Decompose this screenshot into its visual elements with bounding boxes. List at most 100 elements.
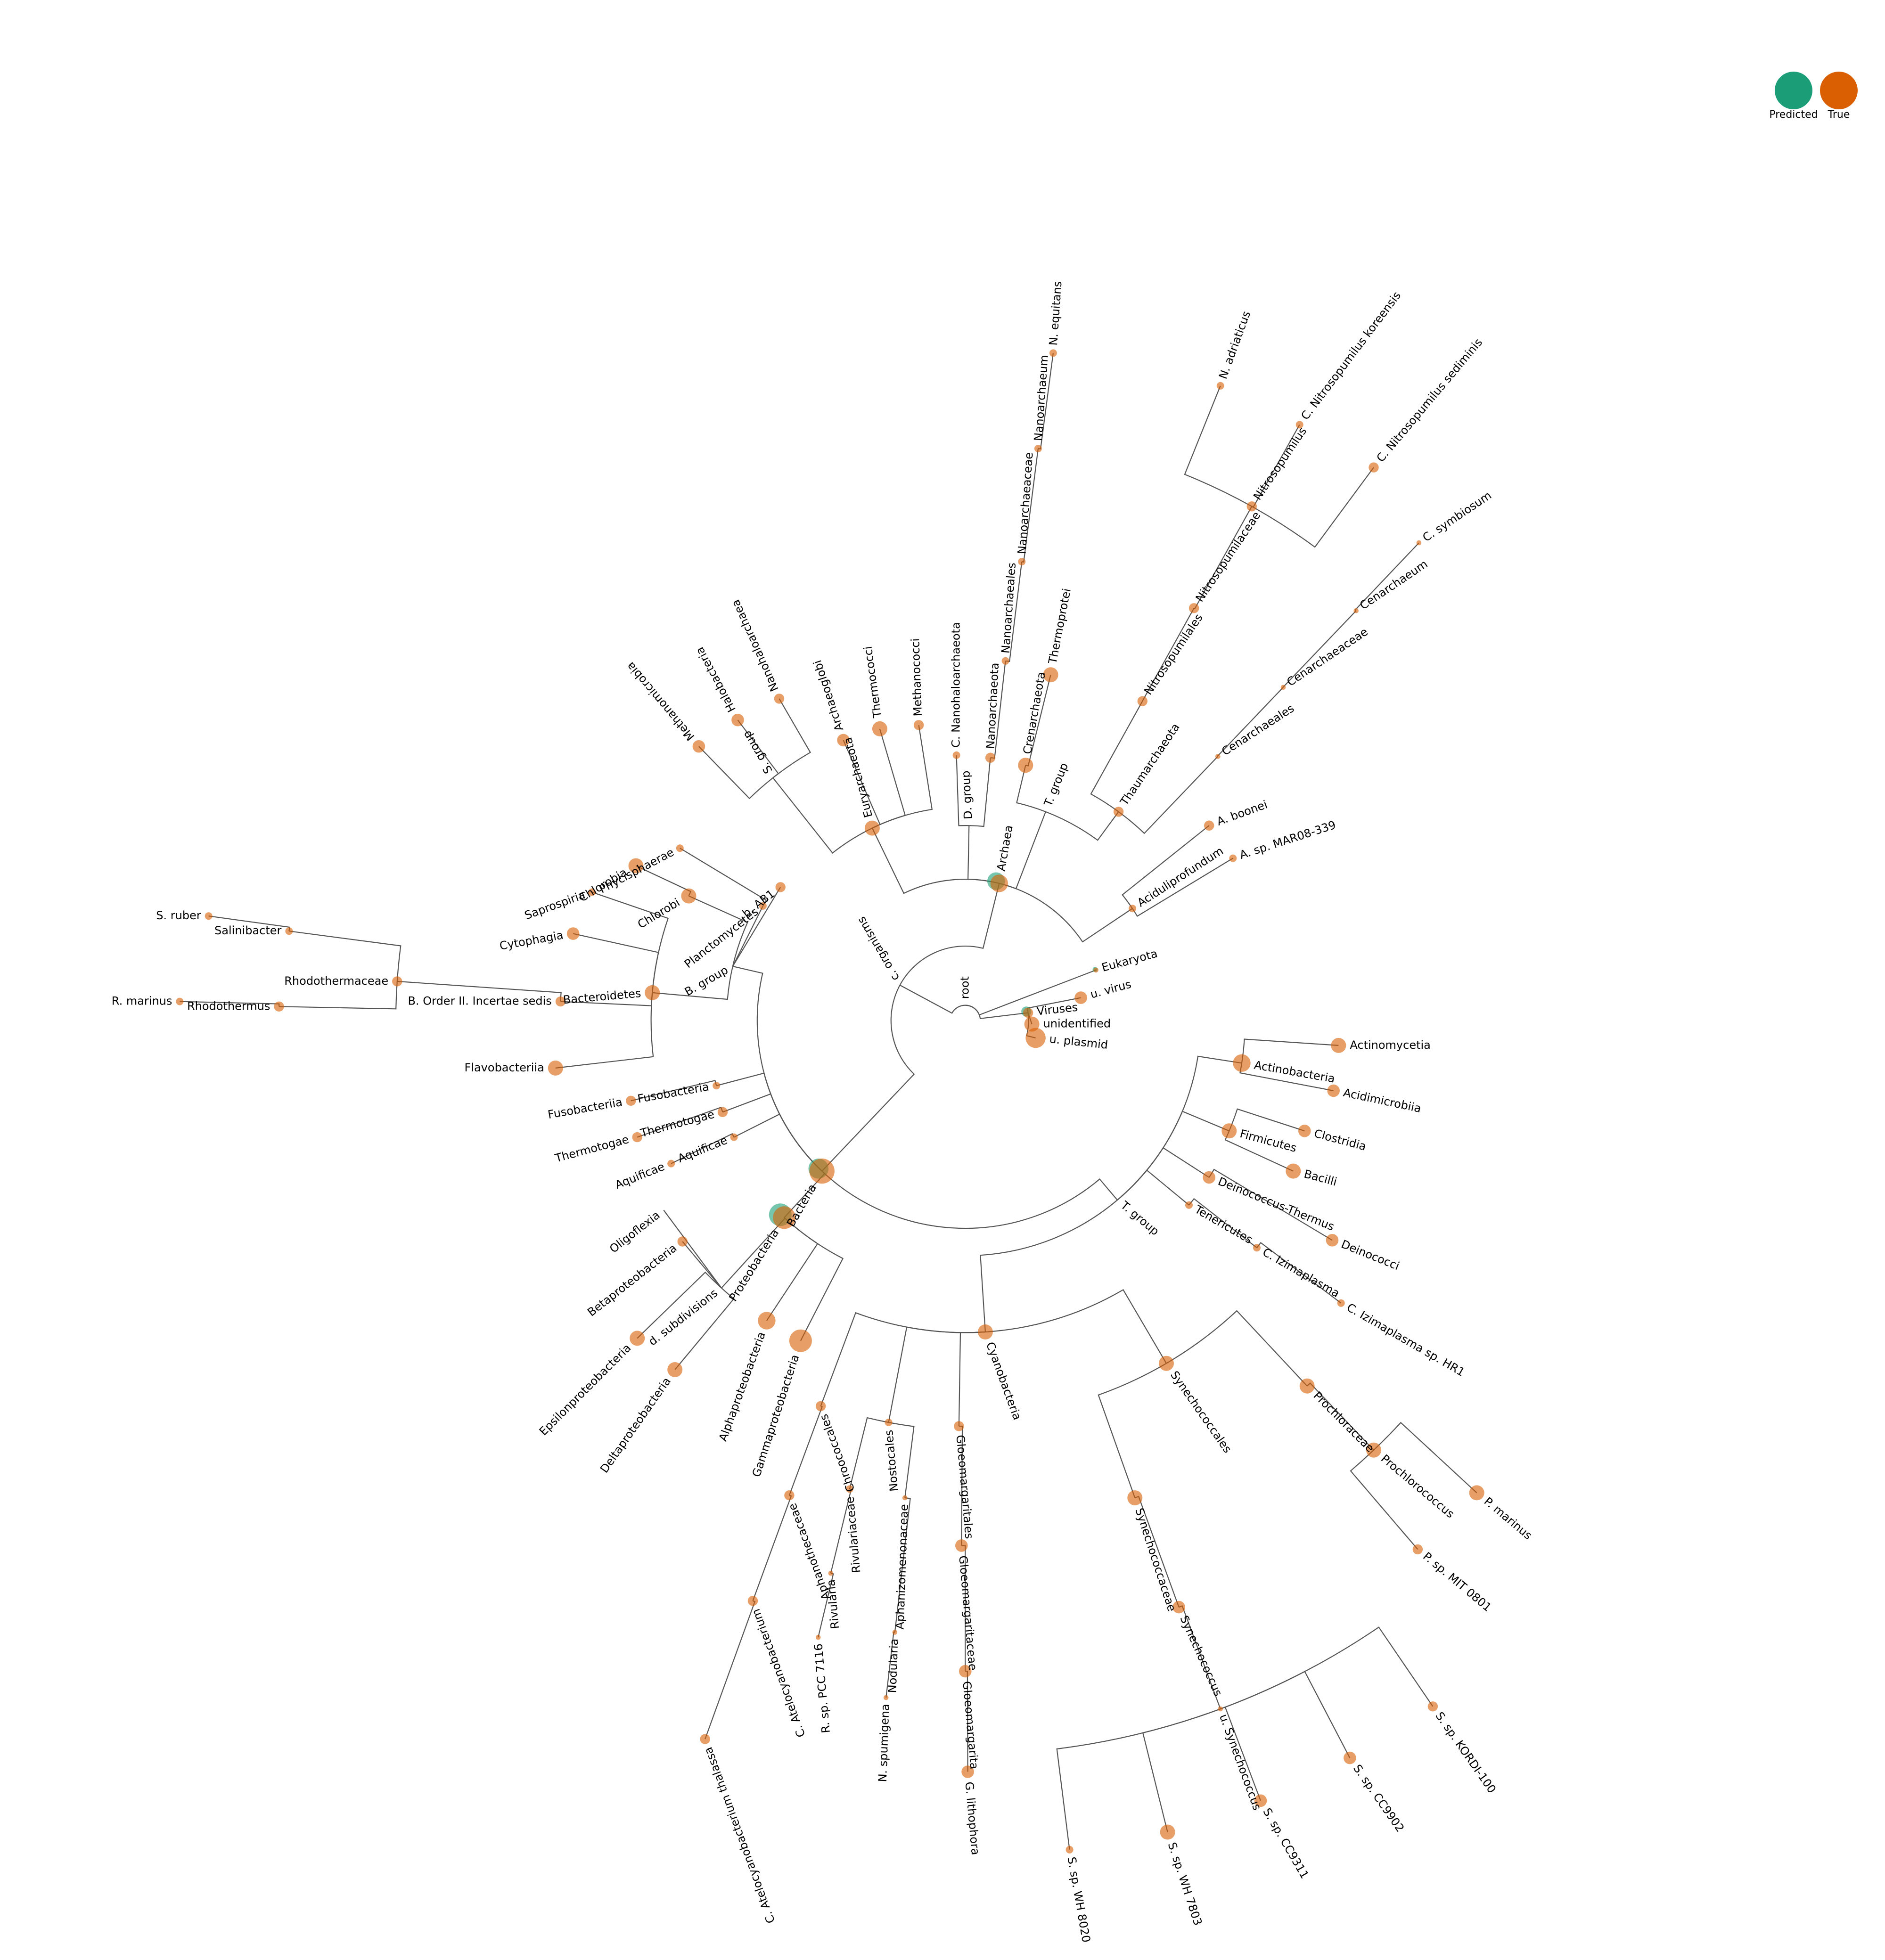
true-abundance-marker [1233,1054,1251,1072]
tree-node-label: c. organisms [855,915,902,983]
true-abundance-marker [828,1570,834,1576]
tree-edge [732,906,763,967]
tree-node-label: Fusobacteriia [547,1095,623,1121]
tree-edge [985,1289,1167,1364]
tree-node-label: Deltaproteobacteria [598,1375,673,1475]
true-abundance-marker [1018,558,1026,566]
true-abundance-marker [1229,854,1237,862]
true-abundance-marker [274,1001,284,1012]
tree-node-label: Nanoarchaeales [999,562,1018,654]
true-abundance-marker [1113,807,1124,817]
tree-node-label: root [958,976,971,999]
true-abundance-marker [789,1329,812,1352]
predicted-legend-label: Predicted [1769,109,1818,121]
tree-node-label: Gloeomargaritales [954,1434,976,1539]
tree-node-label: S. sp. CC9311 [1260,1806,1311,1881]
true-abundance-marker [1369,462,1379,473]
true-abundance-marker [758,1312,776,1330]
tree-node-label: N. spumigena [876,1704,892,1782]
true-abundance-marker [1043,667,1058,683]
true-abundance-marker [1188,603,1199,613]
true-abundance-marker [883,1695,889,1700]
true-abundance-marker [1074,991,1087,1004]
tree-node-label: C. Atelocyanobacterium [749,1607,808,1739]
true-abundance-marker [1129,905,1136,913]
tree-node-label: Thermoprotei [1046,588,1074,666]
true-abundance-marker [1185,1201,1193,1209]
tree-edge [1251,467,1374,548]
tree-node-label: Methanococci [909,638,925,717]
tree-node-label: A. boonei [1215,798,1269,828]
tree-node-label: Rivulariaceae [843,1496,863,1574]
true-abundance-marker [759,902,767,910]
tree-node-label: Thaumarchaeota [1117,721,1182,808]
tree-node-label: N. adriaticus [1216,309,1253,381]
true-abundance-marker [632,1132,642,1143]
tree-node-label: Proteobacteria [727,1226,782,1304]
tree-node-label: Bacilli [1303,1167,1338,1188]
true-abundance-marker [730,1133,738,1141]
true-abundance-marker [1280,685,1286,690]
tree-edge [1117,1169,1189,1206]
tree-node-label: Aquificae [676,1134,729,1166]
tree-node-label: Prochloraceae [1311,1389,1377,1455]
tree-node-label: Euryarchaeota [841,736,875,819]
tree-node-label: Aquificae [613,1160,666,1192]
tree-node-label: C. symbiosum [1420,489,1494,544]
tree-node-label: Alphaproteobacteria [716,1330,768,1443]
true-abundance-marker [588,888,596,896]
tree-edge [821,985,915,1172]
true-abundance-marker [176,997,184,1005]
true-abundance-marker [773,1206,796,1229]
tree-edge [752,1494,792,1601]
tree-node-label: Salinibacter [214,924,281,937]
tree-node-label: Tenericutes [1192,1202,1254,1246]
tree-edge [1117,1147,1210,1200]
tree-edge [872,725,933,829]
true-abundance-marker [548,1060,563,1076]
tree-node-label: Nostocales [882,1429,901,1492]
tree-edge [1016,765,1046,812]
true-abundance-marker [1203,1171,1215,1184]
true-abundance-marker [845,1485,853,1493]
true-abundance-marker [1327,1084,1340,1097]
tree-node-label: R. sp. PCC 7116 [811,1643,833,1733]
tree-edge [734,1113,822,1172]
predicted-legend-swatch [1775,72,1812,109]
tree-node-label: Halobacteria [693,645,738,714]
true-abundance-marker [1412,1544,1423,1555]
tree-node-label: u. virus [1089,978,1132,1001]
true-abundance-marker [1018,758,1033,773]
true-abundance-marker [1093,967,1098,973]
tree-node-label: Clostridia [1313,1127,1368,1153]
tree-edge [872,728,906,829]
true-abundance-marker [1025,1028,1046,1048]
tree-node-label: Saprospiria [523,888,587,922]
tree-node-label: Cenarchaeales [1219,702,1296,758]
tree-edge [888,1326,985,1423]
true-legend-label: True [1828,109,1850,121]
true-abundance-marker [1416,540,1422,546]
tree-node-label: Aciduliprofundum [1135,844,1226,910]
true-abundance-marker [667,1362,683,1377]
tree-node-label: P. sp. MIT 0801 [1420,1550,1494,1614]
true-abundance-marker [952,751,960,759]
tree-node-label: Nitrosopumilales [1141,612,1205,697]
tree-node-label: Chlorobi [635,896,682,931]
tree-node-label: Cytophagia [499,929,565,953]
tree-edge [1098,1363,1167,1498]
true-abundance-marker [285,927,293,935]
tree-edge [1229,1108,1305,1132]
true-abundance-marker [1427,1701,1438,1712]
true-abundance-marker [626,1095,636,1106]
tree-node-label: S. sp. CC9902 [1351,1762,1407,1835]
true-abundance-marker [955,1539,968,1552]
tree-node-label: Synechococcus [1177,1614,1225,1699]
true-abundance-marker [954,1421,964,1431]
tree-edge [969,758,991,827]
true-abundance-marker [392,976,402,987]
tree-edge [732,887,781,967]
tree-node-label: S. sp. WH 7803 [1165,1841,1205,1927]
tree-edge [698,746,773,800]
tree-edge [900,984,966,1014]
